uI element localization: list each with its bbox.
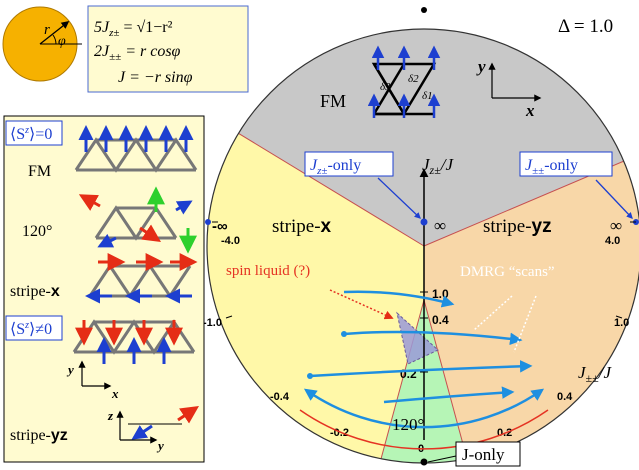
legend-fm-lattice	[74, 137, 198, 173]
sz-nonzero-box	[5, 315, 63, 341]
vtick-2: 0.4	[432, 313, 449, 327]
parameter-key: r φ 5Jz± = √1−r² 2J±± = r cosφ J = −r si…	[2, 5, 249, 93]
equation-box	[87, 5, 249, 93]
j-only-label: J-only	[462, 445, 505, 464]
fm-lattice-inset: δ2 δ3 δ1 y x	[367, 45, 542, 120]
legend-120-label: 120°	[22, 223, 52, 240]
tick-right-04: 0.4	[557, 391, 573, 403]
inf-right: ∞	[610, 216, 622, 235]
horizontal-axis-label: J±±/J	[578, 363, 612, 385]
sz-zero-label: ⟨Sz⟩=0	[10, 125, 52, 143]
legend-z-label: z	[107, 408, 114, 423]
legend-y-label-1: y	[66, 362, 74, 377]
equation-1: 5Jz± = √1−r²	[94, 19, 173, 39]
tick-left-1: -1.0	[203, 317, 222, 329]
tick-right-1: 1.0	[614, 317, 629, 329]
scan-curve-1	[343, 290, 455, 308]
circle-tick-marks	[212, 221, 636, 319]
legend-fm-label: FM	[28, 163, 51, 180]
stripe-x-phase-label: stripe-x	[272, 216, 332, 237]
delta-label: Δ = 1.0	[558, 16, 613, 37]
left-inf-point	[205, 219, 211, 225]
legend-x-label: x	[111, 386, 119, 401]
sz-zero-box	[5, 120, 63, 146]
legend-stripe-x-label: stripe-x	[10, 283, 60, 300]
inf-center: ∞	[434, 216, 446, 235]
dmrg-scan-curves	[309, 290, 533, 404]
neg-inf-label: -∞	[212, 218, 228, 235]
vertical-axis-label: Jz±/J	[422, 155, 455, 177]
j-only-point	[420, 458, 428, 466]
inset-y-label: y	[476, 57, 486, 76]
delta3-label: δ3	[380, 81, 391, 93]
dmrg-pointer-1	[473, 295, 513, 331]
legend-stripe-yz-label: stripe-yz	[10, 427, 68, 444]
spin-liquid-label: spin liquid (?)	[226, 263, 310, 279]
legend-panel: ⟨Sz⟩=0 FM 120°	[3, 115, 205, 463]
bottom-scan-arc	[303, 388, 545, 429]
tick-left-4: -4.0	[221, 235, 240, 247]
legend-fm-spins	[78, 125, 194, 152]
jzpm-only-point	[420, 218, 428, 226]
fm-phase-label: FM	[320, 91, 346, 111]
jpmpm-only-box	[519, 151, 613, 177]
inset-spins	[367, 45, 441, 118]
dmrg-scans-label: DMRG “scans”	[460, 264, 555, 280]
r-label: r	[44, 22, 50, 38]
phi-label: φ	[58, 34, 66, 49]
delta1-label: δ1	[422, 90, 433, 102]
scan-curve-3	[309, 360, 533, 378]
fm-region	[207, 29, 639, 246]
scan-curve-4	[383, 386, 515, 404]
legend-stripe-x-spins	[85, 253, 198, 304]
phase-120-label: 120°	[392, 415, 424, 434]
legend-y-label-2: y	[156, 438, 164, 453]
equation-3: J = −r sinφ	[118, 69, 193, 86]
tick-left-04: -0.4	[270, 391, 290, 403]
vtick-3: 0.2	[400, 367, 417, 381]
stripe-yz-phase-label: stripe-yz	[483, 216, 552, 237]
jzpm-only-box	[304, 151, 394, 177]
spin-liquid-pointer	[329, 289, 394, 320]
bottom-red-arc	[299, 409, 549, 450]
legend-stripe-yz-spins	[75, 320, 183, 364]
inset-x-label: x	[525, 101, 535, 120]
jzpm-only-label: Jz±-only	[310, 157, 361, 177]
scan-curve-2	[343, 330, 523, 346]
delta2-label: δ2	[408, 73, 419, 85]
j-only-box	[455, 441, 521, 467]
equation-2: 2J±± = r cosφ	[94, 43, 181, 63]
tick-right-4: 4.0	[605, 235, 620, 247]
sz-nonzero-label: ⟨Sz⟩≠0	[10, 320, 52, 338]
legend-120-spins	[78, 186, 197, 254]
top-point	[421, 7, 427, 13]
jpmpm-only-label: J±±-only	[525, 157, 578, 177]
